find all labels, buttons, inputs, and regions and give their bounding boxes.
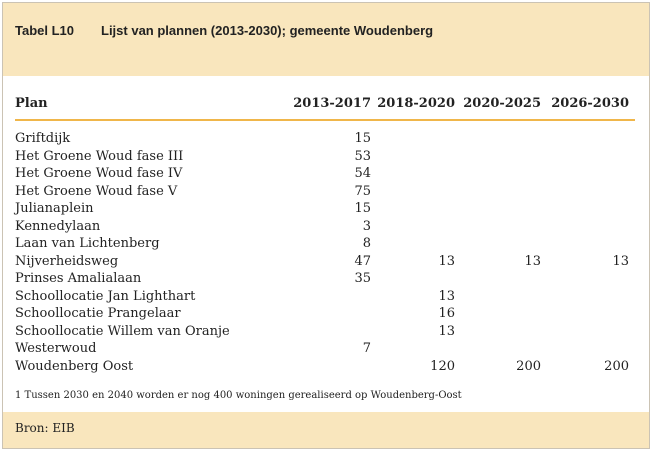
footnote: 1 Tussen 2030 en 2040 worden er nog 400 … (15, 390, 462, 401)
column-header-2026-2030: 2026-2030 (551, 96, 629, 111)
column-header-plan: Plan (15, 96, 48, 111)
column-header-2013-2017: 2013-2017 (293, 96, 371, 111)
value-cell: 200 (604, 358, 629, 374)
table-row: Woudenberg Oost 120 200 200 (15, 359, 635, 377)
plan-name-cell: Laan van Lichtenberg (15, 236, 160, 251)
table-row: Nijverheidsweg 47 13 13 13 (15, 254, 635, 272)
table-panel: Tabel L10 Lijst van plannen (2013-2030);… (2, 2, 650, 449)
plan-name-cell: Julianaplein (15, 201, 94, 216)
value-cell: 13 (612, 253, 629, 269)
source-band: Bron: EIB (3, 412, 649, 448)
table-row: Schoollocatie Jan Lighthart 13 (15, 289, 635, 307)
table-row: Prinses Amalialaan 35 (15, 271, 635, 289)
table-label: Tabel L10 (15, 23, 75, 38)
table-row: Griftdijk 15 (15, 131, 635, 149)
plan-name-cell: Kennedylaan (15, 218, 101, 234)
table-column-headers: Plan 2013-2017 2018-2020 2020-2025 2026-… (15, 93, 635, 121)
value-cell: 35 (354, 271, 371, 286)
plan-name-cell: Het Groene Woud fase IV (15, 166, 183, 181)
table-row: Julianaplein 15 (15, 201, 635, 219)
table-row: Het Groene Woud fase V 75 (15, 184, 635, 202)
source-text: Bron: EIB (15, 421, 75, 435)
plan-name-cell: Nijverheidsweg (15, 253, 119, 269)
value-cell: 7 (362, 341, 371, 356)
value-cell: 13 (524, 253, 541, 269)
plan-name-cell: Het Groene Woud fase V (15, 183, 178, 199)
column-header-2018-2020: 2018-2020 (377, 96, 455, 111)
value-cell: 54 (354, 166, 371, 181)
table-row: Schoollocatie Prangelaar 16 (15, 306, 635, 324)
value-cell: 120 (430, 358, 455, 374)
plan-name-cell: Westerwoud (15, 341, 97, 356)
plan-name-cell: Griftdijk (15, 131, 71, 146)
table-row: Kennedylaan 3 (15, 219, 635, 237)
column-header-2020-2025: 2020-2025 (463, 96, 541, 111)
value-cell: 3 (362, 218, 371, 234)
plan-name-cell: Het Groene Woud fase III (15, 148, 184, 164)
table-row: Laan van Lichtenberg 8 (15, 236, 635, 254)
plan-name-cell: Woudenberg Oost (15, 358, 134, 374)
data-table: Plan 2013-2017 2018-2020 2020-2025 2026-… (15, 93, 635, 376)
table-row: Het Groene Woud fase III 53 (15, 149, 635, 167)
value-cell: 16 (438, 306, 455, 321)
plan-name-cell: Schoollocatie Prangelaar (15, 306, 181, 321)
table-header-band: Tabel L10 Lijst van plannen (2013-2030);… (3, 3, 649, 76)
table-body: Griftdijk 15 Het Groene Woud fase III 53 Het… (15, 131, 635, 376)
value-cell: 13 (438, 288, 455, 304)
value-cell: 53 (354, 148, 371, 164)
value-cell: 47 (354, 253, 371, 269)
table-row: Het Groene Woud fase IV 54 (15, 166, 635, 184)
value-cell: 15 (354, 201, 371, 216)
value-cell: 13 (438, 323, 455, 339)
table-row: Schoollocatie Willem van Oranje 13 (15, 324, 635, 342)
value-cell: 200 (516, 358, 541, 374)
value-cell: 13 (438, 253, 455, 269)
plan-name-cell: Prinses Amalialaan (15, 271, 142, 286)
table-title: Lijst van plannen (2013-2030); gemeente … (101, 23, 434, 38)
plan-name-cell: Schoollocatie Willem van Oranje (15, 323, 230, 339)
value-cell: 15 (354, 131, 371, 146)
value-cell: 75 (354, 183, 371, 199)
plan-name-cell: Schoollocatie Jan Lighthart (15, 288, 196, 304)
table-row: Westerwoud 7 (15, 341, 635, 359)
value-cell: 8 (362, 236, 371, 251)
